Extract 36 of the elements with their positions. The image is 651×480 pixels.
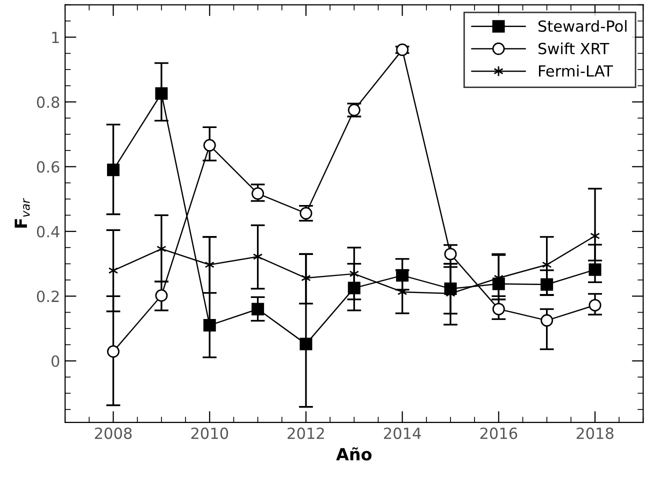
point (492, 302, 505, 316)
y-tick-label: 0.4 (36, 226, 60, 238)
y-tick-label: 0 (52, 355, 60, 367)
x-axis-title: Año (336, 447, 372, 461)
point (396, 269, 409, 282)
point (540, 314, 554, 327)
legend-label: Swift XRT (538, 42, 610, 54)
point (252, 187, 264, 200)
x-tick-label: 2018 (576, 428, 614, 440)
point (588, 298, 602, 312)
x-tick-label: 2010 (191, 428, 228, 440)
y-tick-label: 1 (52, 32, 59, 43)
point (540, 278, 554, 291)
legend-label: Steward-Pol (538, 20, 626, 32)
point (348, 282, 360, 294)
point (444, 248, 457, 260)
point (396, 44, 409, 56)
point (203, 139, 216, 152)
point (588, 263, 602, 276)
x-tick-label: 2016 (480, 428, 518, 440)
x-tick-label: 2008 (94, 428, 132, 440)
y-tick-label: 0.8 (36, 96, 60, 108)
point (300, 338, 312, 350)
point (107, 345, 120, 358)
point (204, 259, 215, 270)
point (107, 164, 120, 176)
x-tick-label: 2014 (384, 428, 421, 440)
point (155, 87, 168, 100)
point (203, 319, 216, 332)
point (252, 302, 264, 316)
legend-label: Fermi-LAT (538, 64, 613, 77)
y-tick-label: 0.2 (36, 290, 59, 302)
y-tick-label: 0.6 (36, 161, 60, 173)
point (155, 289, 168, 302)
y-axis-title: F$_{var}$ (14, 198, 30, 228)
x-tick-label: 2012 (288, 428, 324, 440)
